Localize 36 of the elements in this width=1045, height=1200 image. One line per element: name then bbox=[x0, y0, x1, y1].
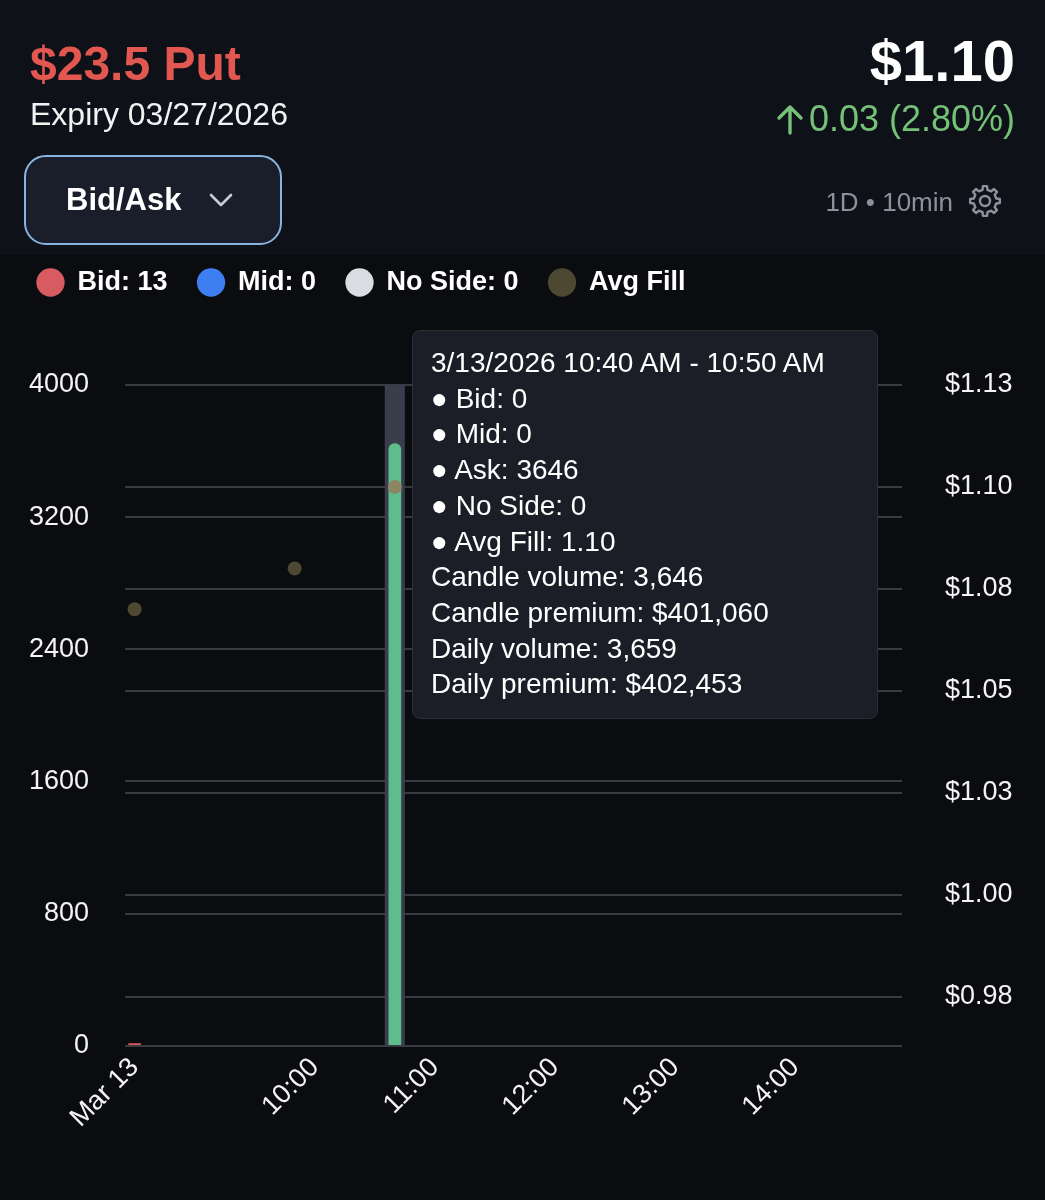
y2-tick-label: $1.05 bbox=[945, 674, 1013, 705]
dropdown-button: Bid/Ask bbox=[24, 155, 282, 245]
annotation: Daily volume: 3,659 bbox=[431, 631, 678, 666]
chart-title: $23.5 Put bbox=[30, 36, 241, 92]
text: 1D • 10min bbox=[825, 186, 953, 218]
y2-tick-label: $1.13 bbox=[945, 368, 1013, 399]
y-tick-label: 2400 bbox=[28, 632, 89, 663]
text: $1.10 bbox=[869, 28, 1015, 94]
legend-label: Bid: 13 bbox=[77, 265, 168, 296]
annotation: ● Bid: 0 bbox=[431, 381, 529, 416]
text: 0.03 (2.80%) bbox=[808, 98, 1015, 140]
y2-tick-label: $1.10 bbox=[945, 470, 1013, 501]
y2-tick-label: $1.03 bbox=[945, 776, 1013, 807]
point bbox=[387, 479, 402, 494]
legend-label: No Side: 0 bbox=[386, 265, 519, 296]
y-tick-label: 0 bbox=[73, 1029, 89, 1060]
point bbox=[287, 561, 302, 576]
y-tick-label: 1600 bbox=[28, 764, 89, 795]
legend-label: Avg Fill bbox=[589, 265, 686, 296]
y2-tick-label: $1.08 bbox=[945, 572, 1013, 603]
chart-subtitle: Expiry 03/27/2026 bbox=[30, 95, 288, 133]
y2-tick-label: $0.98 bbox=[945, 980, 1013, 1011]
annotation: ● No Side: 0 bbox=[431, 488, 588, 523]
annotation: Candle volume: 3,646 bbox=[431, 560, 705, 595]
annotation: ● Mid: 0 bbox=[431, 417, 533, 452]
annotation: ● Ask: 3646 bbox=[431, 453, 580, 488]
y-tick-label: 4000 bbox=[28, 368, 89, 399]
y-tick-label: 3200 bbox=[28, 500, 89, 531]
y2-tick-label: $1.00 bbox=[945, 878, 1013, 909]
text: 3/13/2026 10:40 AM - 10:50 AM bbox=[431, 346, 826, 380]
legend-label: Mid: 0 bbox=[238, 265, 317, 296]
point bbox=[127, 602, 142, 617]
annotation: ● Avg Fill: 1.10 bbox=[431, 524, 617, 559]
annotation: Daily premium: $402,453 bbox=[431, 667, 744, 702]
annotation: Candle premium: $401,060 bbox=[431, 595, 770, 630]
y-tick-label: 800 bbox=[43, 896, 89, 927]
